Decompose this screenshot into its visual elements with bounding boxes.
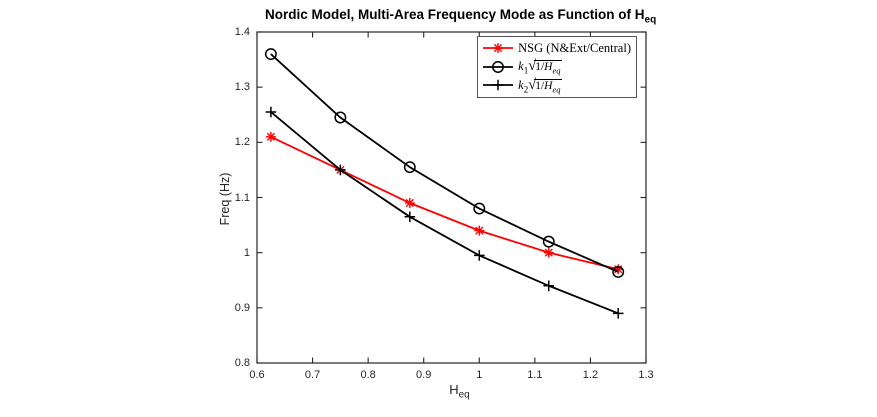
legend-k2-radicand: 1/Heq bbox=[534, 78, 563, 95]
x-tick-label: 0.7 bbox=[304, 369, 321, 381]
y-tick-label: 1.2 bbox=[234, 136, 250, 149]
x-tick-label: 1.1 bbox=[527, 369, 543, 381]
x-tick-label: 0.8 bbox=[360, 369, 376, 381]
x-tick-label: 0.9 bbox=[416, 369, 432, 381]
x-axis-label: Heq bbox=[257, 382, 646, 401]
legend-sample-circle-icon bbox=[483, 60, 514, 73]
legend-item-k1: k1√1/Heq bbox=[480, 58, 631, 77]
legend-k2-radicand-pre: 1/ bbox=[535, 79, 545, 92]
legend-k1-radicand-sub: eq bbox=[552, 65, 561, 76]
radical-sign: √ bbox=[528, 76, 537, 93]
x-tick-label: 1 bbox=[476, 369, 483, 381]
legend-label-k2: k2√1/Heq bbox=[518, 76, 563, 95]
y-tick-label: 1.1 bbox=[234, 191, 250, 204]
chart-title-subscript: eq bbox=[644, 14, 657, 26]
y-tick-label: 0.9 bbox=[234, 301, 250, 314]
series-k2 bbox=[265, 106, 624, 319]
legend-sample-plus-icon bbox=[483, 80, 514, 91]
legend-label-k1: k1√1/Heq bbox=[518, 58, 563, 76]
legend-item-k2: k2√1/Heq bbox=[480, 76, 631, 95]
legend-item-nsg: NSG (N&Ext/Central) bbox=[480, 39, 631, 58]
legend-k2-radicand-var: H bbox=[544, 79, 553, 92]
legend-k1-radicand: 1/Heq bbox=[534, 60, 563, 76]
legend-label-nsg: NSG (N&Ext/Central) bbox=[518, 40, 631, 55]
x-axis-label-subscript: eq bbox=[458, 389, 470, 401]
legend-k1-var: k bbox=[518, 59, 524, 74]
radical-sign: √ bbox=[528, 58, 537, 75]
legend-sample-asterisk-icon bbox=[483, 43, 514, 54]
y-axis-label: Freq (Hz) bbox=[218, 172, 232, 226]
legend-k1-radicand-pre: 1/ bbox=[535, 61, 545, 74]
legend-k1-subscript: 1 bbox=[523, 65, 529, 76]
y-tick-label: 1 bbox=[243, 246, 250, 259]
y-tick-label: 1.4 bbox=[234, 26, 250, 38]
legend-k2-subscript: 2 bbox=[523, 84, 529, 95]
x-tick-label: 1.3 bbox=[638, 369, 654, 381]
series-k1 bbox=[264, 48, 625, 278]
legend-k2-var: k bbox=[518, 77, 524, 92]
legend: NSG (N&Ext/Central) k1√1/Heq k2√1/Heq bbox=[477, 36, 637, 98]
x-tick-label: 0.6 bbox=[249, 369, 265, 381]
x-axis-label-text: H bbox=[449, 382, 459, 397]
legend-k1-radicand-var: H bbox=[544, 61, 553, 74]
chart-title: Nordic Model, Multi-Area Frequency Mode … bbox=[257, 7, 656, 26]
chart-title-text: Nordic Model, Multi-Area Frequency Mode … bbox=[265, 7, 645, 22]
x-tick-label: 1.2 bbox=[582, 369, 599, 381]
y-tick-label: 1.3 bbox=[234, 81, 250, 94]
y-tick-label: 0.8 bbox=[234, 357, 250, 369]
legend-k2-radicand-sub: eq bbox=[552, 84, 561, 95]
